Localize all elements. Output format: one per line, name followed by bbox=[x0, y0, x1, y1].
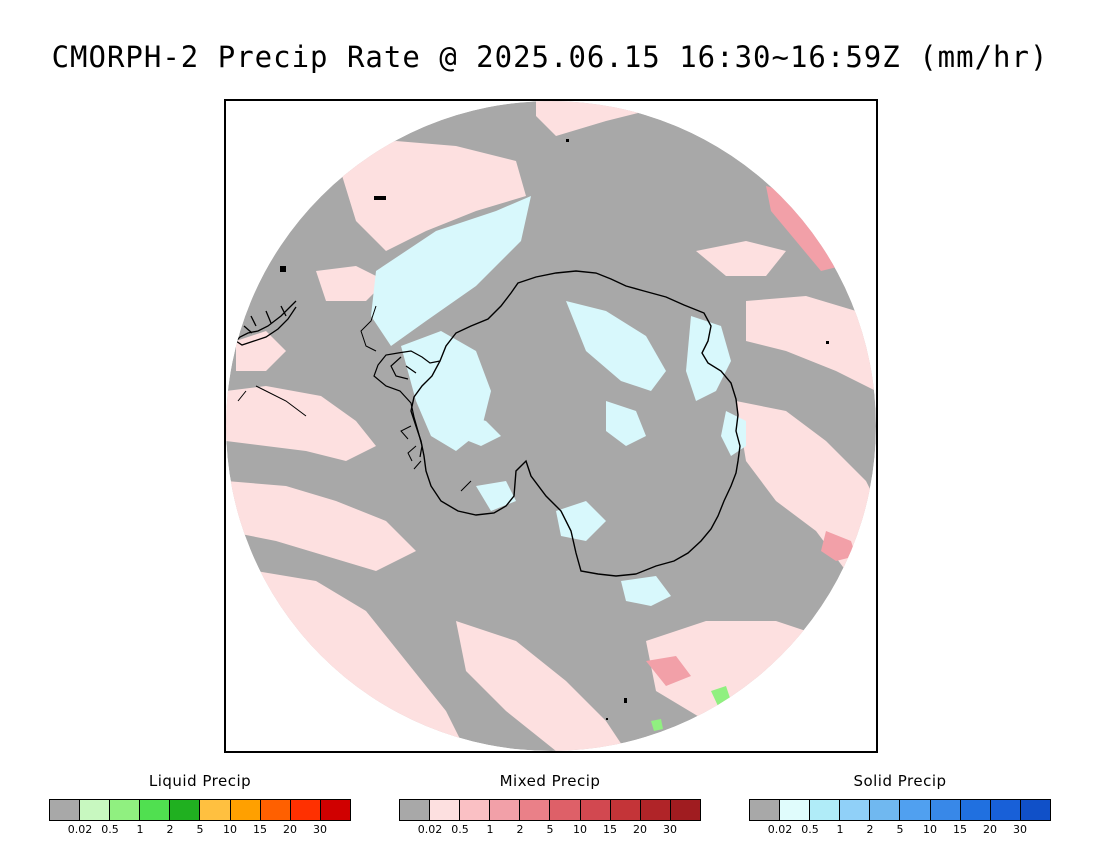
legend-swatch bbox=[870, 800, 901, 820]
legend-swatch bbox=[200, 800, 231, 820]
precip-map bbox=[226, 101, 876, 751]
legend-tick: 5 bbox=[546, 823, 554, 836]
legend-swatch bbox=[230, 800, 261, 820]
legend-tick: 1 bbox=[136, 823, 144, 836]
legend-swatch bbox=[840, 800, 871, 820]
legend-tick: 0.5 bbox=[101, 823, 119, 836]
legend-tick: 0.5 bbox=[451, 823, 469, 836]
legend-tick: 15 bbox=[603, 823, 617, 836]
legend-swatch bbox=[580, 800, 611, 820]
legend-swatch bbox=[320, 800, 350, 820]
legend-tick: 0.02 bbox=[767, 823, 793, 836]
antarctic-peninsula-coastline bbox=[373, 350, 441, 458]
legend-swatch bbox=[50, 800, 81, 820]
legend-swatch bbox=[750, 800, 781, 820]
legend-title-solid: Solid Precip bbox=[853, 772, 947, 790]
legend-swatch bbox=[670, 800, 700, 820]
solid-precip-regions bbox=[371, 196, 746, 606]
legend-swatch bbox=[490, 800, 521, 820]
legend-bar-liquid bbox=[49, 799, 351, 821]
legend-swatch bbox=[430, 800, 461, 820]
legend-swatch bbox=[110, 800, 141, 820]
legend-liquid: Liquid Precip 0.02 0.5 1 2 5 10 15 20 30 bbox=[49, 770, 351, 839]
map-title: CMORPH-2 Precip Rate @ 2025.06.15 16:30~… bbox=[51, 40, 1049, 74]
legend-tick: 10 bbox=[223, 823, 237, 836]
legend-tick: 30 bbox=[1013, 823, 1027, 836]
legend-tick: 15 bbox=[953, 823, 967, 836]
legend-ticks-solid: 0.02 0.5 1 2 5 10 15 20 30 bbox=[749, 823, 1051, 839]
legend-tick: 30 bbox=[313, 823, 327, 836]
legend-swatch bbox=[520, 800, 551, 820]
legend-title-liquid: Liquid Precip bbox=[148, 772, 252, 790]
legend-tick: 2 bbox=[866, 823, 874, 836]
legend-swatch bbox=[1020, 800, 1050, 820]
legend-swatch bbox=[260, 800, 291, 820]
legend-swatch bbox=[810, 800, 841, 820]
legend-swatch bbox=[990, 800, 1021, 820]
legend-bar-mixed bbox=[399, 799, 701, 821]
legend-tick: 10 bbox=[573, 823, 587, 836]
legend-tick: 0.02 bbox=[417, 823, 443, 836]
legend-swatch bbox=[930, 800, 961, 820]
legend-swatch bbox=[400, 800, 431, 820]
legend-tick: 5 bbox=[896, 823, 904, 836]
legend-tick: 1 bbox=[486, 823, 494, 836]
legend-tick: 2 bbox=[516, 823, 524, 836]
legend-tick: 1 bbox=[836, 823, 844, 836]
legend-swatch bbox=[610, 800, 641, 820]
legend-tick: 5 bbox=[196, 823, 204, 836]
map-frame bbox=[224, 99, 878, 753]
legend-mixed: Mixed Precip 0.02 0.5 1 2 5 10 15 20 30 bbox=[399, 770, 701, 839]
legend-swatch bbox=[80, 800, 111, 820]
legend-tick: 0.5 bbox=[801, 823, 819, 836]
legend-ticks-mixed: 0.02 0.5 1 2 5 10 15 20 30 bbox=[399, 823, 701, 839]
legend-swatch bbox=[960, 800, 991, 820]
legend-solid: Solid Precip 0.02 0.5 1 2 5 10 15 20 30 bbox=[749, 770, 1051, 839]
legend-bar-solid bbox=[749, 799, 1051, 821]
legend-tick: 10 bbox=[923, 823, 937, 836]
legend-tick: 30 bbox=[663, 823, 677, 836]
legend-swatch bbox=[290, 800, 321, 820]
legend-tick: 0.02 bbox=[67, 823, 93, 836]
island-markers bbox=[280, 139, 829, 720]
legend-swatch bbox=[460, 800, 491, 820]
legend-title-mixed: Mixed Precip bbox=[499, 772, 601, 790]
legend-tick: 20 bbox=[983, 823, 997, 836]
legend-tick: 20 bbox=[633, 823, 647, 836]
legend-tick: 2 bbox=[166, 823, 174, 836]
coastline-details bbox=[237, 305, 472, 492]
moderate-mixed-patches bbox=[646, 186, 856, 686]
legend-swatch bbox=[900, 800, 931, 820]
legend-swatch bbox=[780, 800, 811, 820]
legend-swatch bbox=[170, 800, 201, 820]
legend-ticks-liquid: 0.02 0.5 1 2 5 10 15 20 30 bbox=[49, 823, 351, 839]
legend-swatch bbox=[550, 800, 581, 820]
legend-tick: 15 bbox=[253, 823, 267, 836]
legend-swatch bbox=[140, 800, 171, 820]
legend-swatch bbox=[640, 800, 671, 820]
legend-tick: 20 bbox=[283, 823, 297, 836]
